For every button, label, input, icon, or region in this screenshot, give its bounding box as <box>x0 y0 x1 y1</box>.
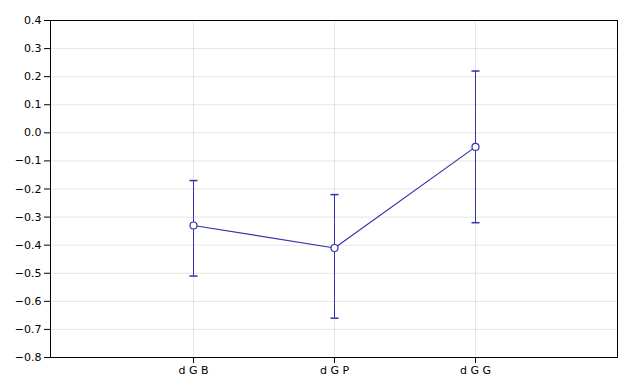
svg-text:0.1: 0.1 <box>24 98 42 111</box>
svg-text:−0.2: −0.2 <box>15 183 42 196</box>
svg-text:−0.8: −0.8 <box>15 351 42 364</box>
svg-text:0.2: 0.2 <box>24 70 42 83</box>
svg-text:−0.4: −0.4 <box>15 239 42 252</box>
svg-text:0.0: 0.0 <box>24 126 42 139</box>
svg-text:0.3: 0.3 <box>24 42 42 55</box>
svg-text:d G G: d G G <box>460 364 491 377</box>
svg-text:d G B: d G B <box>178 364 208 377</box>
svg-text:−0.1: −0.1 <box>15 154 42 167</box>
svg-text:d G P: d G P <box>320 364 349 377</box>
svg-text:−0.3: −0.3 <box>15 211 42 224</box>
svg-text:−0.5: −0.5 <box>15 267 42 280</box>
svg-text:0.4: 0.4 <box>24 14 42 27</box>
svg-text:−0.6: −0.6 <box>15 295 42 308</box>
svg-text:−0.7: −0.7 <box>15 323 42 336</box>
